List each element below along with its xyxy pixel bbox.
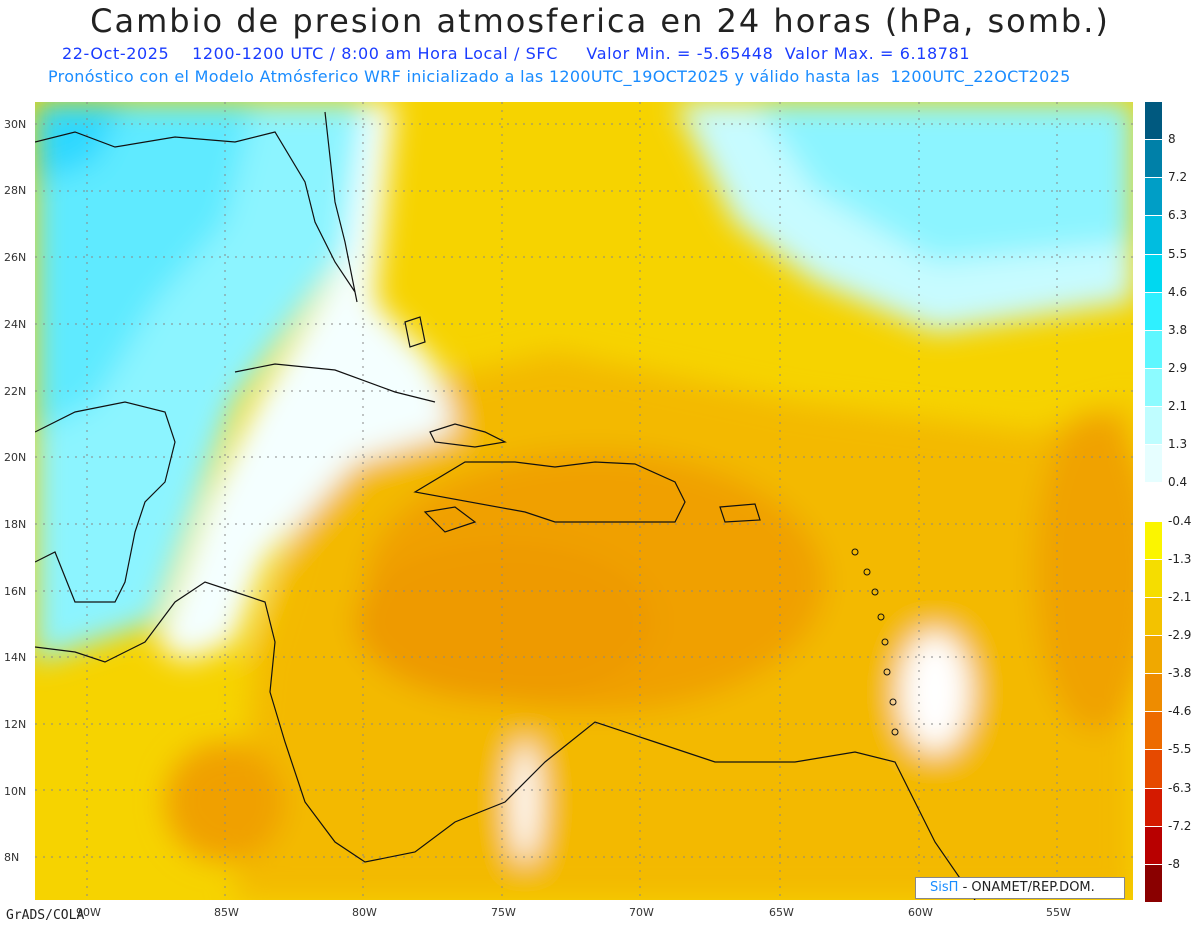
colorbar-swatch [1145, 102, 1162, 141]
lat-label: 30N [4, 118, 27, 131]
colorbar-label: -1.3 [1168, 551, 1192, 566]
colorbar-label: 3.8 [1168, 322, 1188, 337]
lat-label: 26N [4, 251, 27, 264]
colorbar-swatch [1145, 788, 1162, 827]
lon-label: 55W [1046, 906, 1071, 919]
credit-text: - ONAMET/REP.DOM. [962, 880, 1095, 895]
grid-lines [35, 102, 1133, 900]
map-title: Cambio de presion atmosferica en 24 hora… [90, 2, 1110, 40]
subtitle-date-range: 22-Oct-2025 1200-1200 UTC / 8:00 am Hora… [62, 44, 971, 63]
colorbar-swatch [1145, 178, 1162, 217]
sis-logo: SisΠ [930, 880, 959, 895]
colorbar-label: -2.9 [1168, 628, 1192, 642]
coastlines [35, 111, 976, 900]
colorbar-label: 7.2 [1168, 170, 1188, 185]
colorbar-label: 5.5 [1168, 246, 1188, 261]
colorbar-label: 2.9 [1168, 361, 1188, 375]
lat-label: 12N [4, 718, 27, 731]
colorbar-label: -7.2 [1168, 818, 1192, 833]
colorbar-swatch [1145, 597, 1162, 636]
colorbar-swatch [1145, 330, 1162, 369]
colorbar-label: -6.3 [1168, 780, 1192, 795]
map-field-svg [35, 102, 1133, 900]
lon-label: 70W [629, 906, 654, 919]
colorbar-label: -0.4 [1168, 513, 1192, 528]
lesser-antilles [851, 548, 899, 736]
lat-label: 8N [4, 851, 20, 864]
grads-footer: GrADS/COLA [6, 908, 85, 923]
lat-label: 28N [4, 184, 27, 197]
lon-label: 80W [352, 906, 377, 919]
lon-label: 60W [908, 906, 933, 919]
subtitle-model-info: Pronóstico con el Modelo Atmósferico WRF… [48, 67, 1071, 86]
colorbar-swatch [1145, 445, 1162, 484]
colorbar-swatch [1145, 864, 1162, 903]
colorbar-swatch [1145, 216, 1162, 255]
colorbar-label: -4.6 [1168, 704, 1192, 719]
colorbar-swatch [1145, 826, 1162, 865]
colorbar-swatch [1145, 674, 1162, 713]
lon-label: 75W [491, 906, 516, 919]
colorbar [1145, 102, 1162, 903]
colorbar-label: -3.8 [1168, 666, 1192, 681]
lon-label: 85W [214, 906, 239, 919]
colorbar-swatch [1145, 369, 1162, 408]
colorbar-swatch [1145, 483, 1162, 522]
colorbar-label: 4.6 [1168, 284, 1188, 299]
lat-label: 10N [4, 785, 27, 798]
colorbar-swatch [1145, 407, 1162, 446]
pressure-change-map [35, 102, 1133, 900]
colorbar-label: -2.1 [1168, 589, 1192, 604]
lon-label: 90W [76, 906, 101, 919]
colorbar-label: 6.3 [1168, 208, 1188, 223]
colorbar-label: 0.4 [1168, 475, 1188, 490]
colorbar-swatch [1145, 292, 1162, 331]
credit-box: SisΠ - ONAMET/REP.DOM. [915, 877, 1125, 899]
colorbar-label: -5.5 [1168, 742, 1192, 757]
lat-label: 16N [4, 585, 27, 598]
colorbar-label: 8 [1168, 132, 1176, 147]
colorbar-swatch [1145, 254, 1162, 293]
lat-label: 24N [4, 318, 27, 331]
lat-label: 20N [4, 451, 27, 464]
colorbar-swatch [1145, 521, 1162, 560]
colorbar-swatch [1145, 750, 1162, 789]
colorbar-label: 1.3 [1168, 437, 1188, 452]
colorbar-label: -8 [1168, 856, 1180, 871]
colorbar-label: 2.1 [1168, 399, 1188, 414]
lon-label: 65W [769, 906, 794, 919]
lat-label: 18N [4, 518, 27, 531]
colorbar-swatch [1145, 712, 1162, 751]
colorbar-swatch [1145, 559, 1162, 598]
colorbar-swatch [1145, 636, 1162, 675]
lat-label: 22N [4, 385, 27, 398]
lat-label: 14N [4, 651, 27, 664]
colorbar-swatch [1145, 140, 1162, 179]
